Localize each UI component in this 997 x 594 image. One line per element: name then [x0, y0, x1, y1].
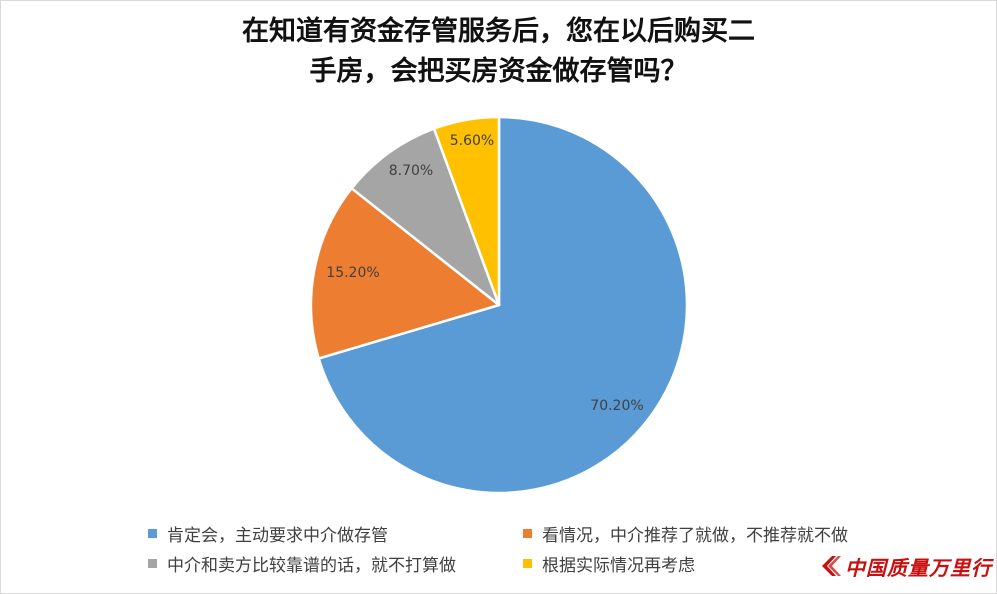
legend-label-1: 看情况，中介推荐了就做，不推荐就不做	[542, 526, 848, 546]
chart-title: 在知道有资金存管服务后，您在以后购买二 手房，会把买房资金做存管吗？	[0, 12, 997, 92]
data-label-0: 70.20%	[590, 398, 643, 414]
legend-swatch-3	[523, 559, 532, 568]
data-label-2: 8.70%	[389, 163, 433, 179]
legend-swatch-2	[148, 559, 157, 568]
data-label-1: 15.20%	[326, 265, 379, 281]
watermark-chevron-icon	[822, 556, 841, 576]
legend-swatch-1	[523, 529, 532, 538]
chart-title-line-2: 手房，会把买房资金做存管吗？	[309, 56, 688, 87]
pie-slice-2	[350, 127, 501, 307]
chart-title-line-1: 在知道有资金存管服务后，您在以后购买二	[242, 16, 755, 47]
legend-item-0: 肯定会，主动要求中介做存管	[148, 521, 388, 546]
pie-slice-0	[317, 115, 689, 495]
legend-swatch-0	[148, 529, 157, 538]
watermark-text: 中国质量万里行	[845, 555, 992, 580]
legend-label-2: 中介和卖方比较靠谱的话，就不打算做	[167, 556, 456, 576]
legend-label-3: 根据实际情况再考虑	[542, 556, 695, 576]
watermark-logo: 中国质量万里行	[818, 552, 993, 580]
pie-slice-1	[309, 187, 501, 360]
pie-slice-3	[432, 115, 501, 307]
legend-item-3: 根据实际情况再考虑	[523, 551, 695, 576]
legend-label-0: 肯定会，主动要求中介做存管	[167, 526, 388, 546]
legend-item-1: 看情况，中介推荐了就做，不推荐就不做	[523, 521, 848, 546]
data-label-3: 5.60%	[450, 133, 494, 149]
legend-item-2: 中介和卖方比较靠谱的话，就不打算做	[148, 551, 456, 576]
